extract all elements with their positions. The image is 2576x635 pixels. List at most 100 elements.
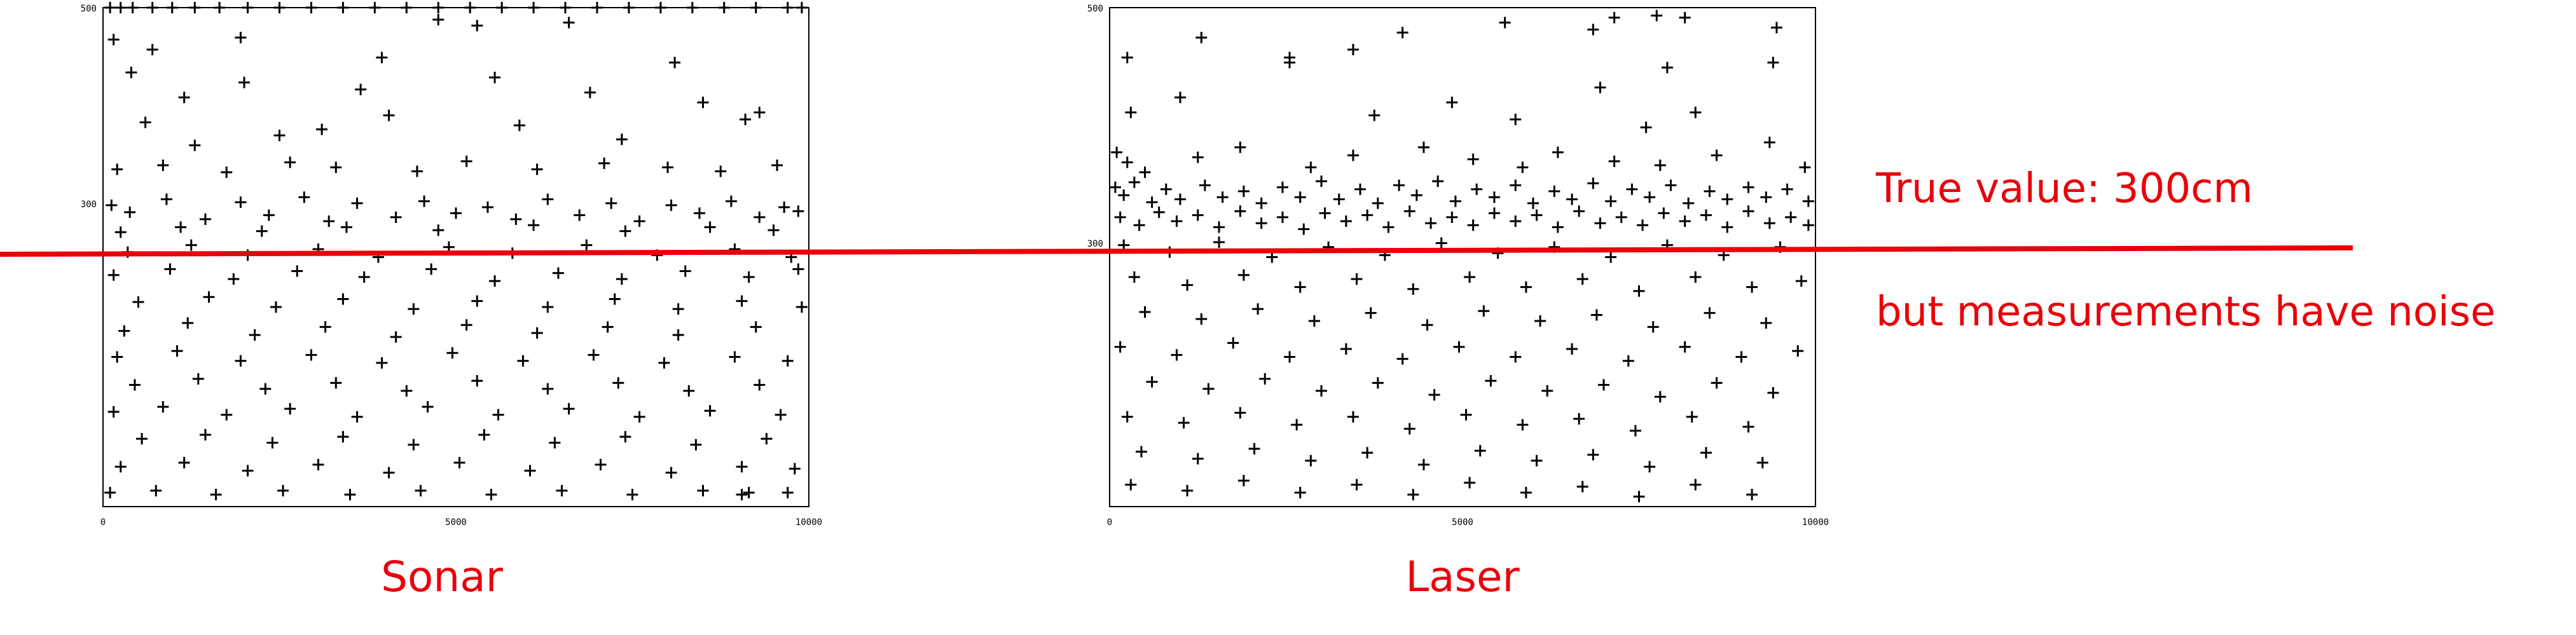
laser-point-161 bbox=[1146, 376, 1158, 388]
laser-point-25 bbox=[1192, 151, 1204, 163]
laser-point-38 bbox=[1109, 181, 1121, 193]
sonar-point-116 bbox=[743, 271, 755, 283]
laser-point-195 bbox=[1700, 447, 1712, 459]
laser-point-63 bbox=[1566, 193, 1578, 205]
laser-point-177 bbox=[1347, 411, 1359, 423]
laser-point-175 bbox=[1234, 407, 1246, 419]
laser-point-97 bbox=[1552, 221, 1564, 233]
sonar-point-7 bbox=[242, 2, 254, 13]
laser-point-169 bbox=[1598, 379, 1609, 391]
laser-point-53 bbox=[1372, 197, 1384, 209]
sonar-point-130 bbox=[182, 317, 194, 329]
laser-point-10 bbox=[1121, 51, 1133, 64]
sonar-point-65 bbox=[199, 213, 211, 225]
laser-point-168 bbox=[1541, 385, 1553, 397]
sonar-point-6 bbox=[214, 2, 226, 13]
laser-point-171 bbox=[1711, 377, 1723, 389]
laser-point-47 bbox=[1255, 197, 1267, 209]
laser-point-28 bbox=[1347, 149, 1359, 161]
sonar-point-178 bbox=[619, 431, 631, 443]
laser-point-182 bbox=[1629, 425, 1641, 437]
sonar-point-23 bbox=[750, 2, 762, 13]
laser-point-75 bbox=[1802, 195, 1814, 207]
laser-point-42 bbox=[1160, 183, 1172, 195]
laser-point-54 bbox=[1393, 179, 1405, 191]
sonar-point-83 bbox=[754, 211, 766, 223]
laser-point-204 bbox=[1520, 487, 1532, 499]
sonar-point-168 bbox=[633, 411, 645, 423]
laser-point-34 bbox=[1654, 160, 1666, 172]
sonar-point-78 bbox=[605, 197, 617, 209]
laser-point-18 bbox=[1640, 121, 1652, 133]
sonar-point-169 bbox=[704, 405, 716, 417]
sonar-point-156 bbox=[542, 383, 554, 395]
sonar-point-14 bbox=[464, 2, 476, 13]
laser-point-105 bbox=[1721, 221, 1733, 233]
laser-point-165 bbox=[1372, 377, 1384, 389]
laser-point-84 bbox=[1276, 211, 1288, 223]
sonar-point-143 bbox=[376, 357, 388, 369]
sonar-point-196 bbox=[344, 489, 356, 501]
noise-annotation: but measurements have noise bbox=[1876, 289, 2495, 336]
sonar-point-203 bbox=[743, 487, 755, 499]
laser-point-65 bbox=[1605, 195, 1617, 207]
laser-point-138 bbox=[1252, 303, 1264, 315]
laser-point-203 bbox=[1464, 477, 1476, 489]
laser-point-205 bbox=[1576, 481, 1588, 493]
laser-point-186 bbox=[1192, 453, 1204, 465]
sonar-point-112 bbox=[489, 275, 501, 287]
laser-point-43 bbox=[1174, 193, 1186, 205]
laser-point-108 bbox=[1785, 211, 1797, 223]
sonar-point-89 bbox=[340, 221, 352, 233]
laser-point-124 bbox=[1181, 279, 1194, 291]
sonar-point-147 bbox=[658, 357, 670, 369]
sonar-point-164 bbox=[351, 411, 363, 423]
laser-point-32 bbox=[1552, 146, 1564, 158]
laser-point-85 bbox=[1298, 223, 1310, 235]
laser-point-190 bbox=[1417, 459, 1429, 471]
sonar-point-50 bbox=[111, 163, 123, 175]
laser-point-131 bbox=[1576, 273, 1588, 285]
sonar-point-138 bbox=[750, 321, 762, 333]
sonar-point-9 bbox=[305, 2, 317, 13]
laser-x-tick-5000: 5000 bbox=[1452, 517, 1473, 528]
sonar-point-1 bbox=[114, 2, 127, 13]
laser-point-21 bbox=[1368, 109, 1381, 121]
sonar-point-80 bbox=[665, 199, 677, 211]
laser-x-tick-10000: 10000 bbox=[1802, 517, 1829, 528]
sonar-point-2 bbox=[127, 2, 139, 13]
sonar-point-106 bbox=[107, 269, 120, 281]
laser-point-86 bbox=[1319, 207, 1331, 219]
sonar-point-74 bbox=[481, 201, 493, 213]
laser-point-150 bbox=[1227, 337, 1239, 349]
sonar-point-167 bbox=[563, 403, 575, 415]
sonar-point-111 bbox=[425, 263, 437, 275]
laser-point-157 bbox=[1622, 355, 1634, 367]
laser-point-20 bbox=[1690, 106, 1702, 118]
sonar-point-5 bbox=[189, 2, 201, 13]
laser-point-96 bbox=[1531, 209, 1543, 221]
sonar-point-137 bbox=[672, 329, 684, 341]
laser-point-93 bbox=[1467, 219, 1479, 231]
sonar-point-72 bbox=[418, 195, 430, 207]
sonar-point-107 bbox=[164, 263, 176, 275]
sonar-point-70 bbox=[351, 197, 363, 209]
sonar-point-123 bbox=[471, 295, 483, 307]
laser-point-164 bbox=[1316, 385, 1327, 397]
sonar-point-118 bbox=[132, 296, 144, 308]
sonar-point-85 bbox=[792, 205, 804, 217]
sonar-point-181 bbox=[114, 461, 127, 473]
laser-point-61 bbox=[1527, 197, 1539, 209]
laser-point-46 bbox=[1237, 185, 1250, 197]
laser-point-100 bbox=[1615, 211, 1627, 223]
sonar-point-21 bbox=[686, 2, 698, 13]
laser-point-180 bbox=[1517, 419, 1529, 431]
sonar-point-41 bbox=[178, 92, 190, 104]
sonar-point-184 bbox=[312, 459, 324, 471]
laser-point-125 bbox=[1237, 269, 1250, 281]
laser-point-144 bbox=[1590, 309, 1602, 321]
sonar-point-183 bbox=[242, 465, 254, 477]
sonar-point-68 bbox=[298, 191, 310, 203]
sonar-point-176 bbox=[478, 428, 490, 440]
laser-point-155 bbox=[1510, 351, 1522, 363]
